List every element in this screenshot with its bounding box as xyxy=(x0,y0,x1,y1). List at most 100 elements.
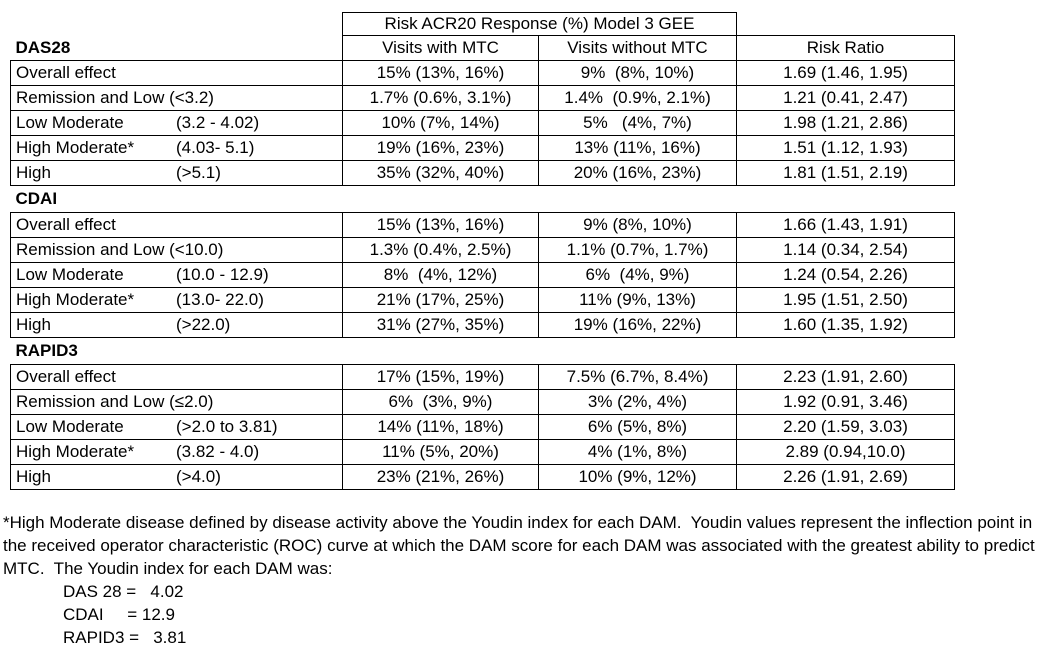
with-mtc-value: 10% (7%, 14%) xyxy=(342,110,539,136)
without-mtc-value: 1.1% (0.7%, 1.7%) xyxy=(538,237,737,263)
row-label: Overall effect xyxy=(16,215,116,234)
table-row: Low Moderate (>2.0 to 3.81) 14% (11%, 18%… xyxy=(10,414,955,440)
row-label: High Moderate* xyxy=(16,442,135,461)
without-mtc-value: 13% (11%, 16%) xyxy=(538,135,737,161)
risk-ratio-value: 1.14 (0.34, 2.54) xyxy=(736,237,955,263)
risk-ratio-value: 1.92 (0.91, 3.46) xyxy=(736,389,955,415)
risk-ratio-value: 1.66 (1.43, 1.91) xyxy=(736,212,955,238)
risk-ratio-value: 1.51 (1.12, 1.93) xyxy=(736,135,955,161)
with-mtc-value: 23% (21%, 26%) xyxy=(342,464,539,490)
risk-ratio-value: 1.81 (1.51, 2.19) xyxy=(736,160,955,186)
row-label: Low Moderate xyxy=(16,113,124,132)
with-mtc-value: 8% (4%, 12%) xyxy=(342,262,539,288)
table-row: Remission and Low (≤2.0) 6% (3%, 9%) 3% … xyxy=(10,389,955,415)
blank-cell xyxy=(737,13,955,36)
row-label: Overall effect xyxy=(16,367,116,386)
row-label-cell: Overall effect xyxy=(10,364,343,390)
table-row: High (>4.0) 23% (21%, 26%) 10% (9%, 12%) … xyxy=(10,464,955,490)
row-label: High Moderate* xyxy=(16,290,135,309)
with-mtc-value: 1.3% (0.4%, 2.5%) xyxy=(342,237,539,263)
without-mtc-value: 1.4% (0.9%, 2.1%) xyxy=(538,85,737,111)
row-range: (4.03- 5.1) xyxy=(176,138,255,157)
without-mtc-value: 10% (9%, 12%) xyxy=(538,464,737,490)
col-header-visits-without-mtc: Visits without MTC xyxy=(538,35,737,61)
risk-ratio-value: 1.60 (1.35, 1.92) xyxy=(736,312,955,338)
section-label-cdai: CDAI xyxy=(10,185,955,213)
table-row: High Moderate* (4.03- 5.1) 19% (16%, 23%)… xyxy=(10,135,955,161)
risk-ratio-value: 2.23 (1.91, 2.60) xyxy=(736,364,955,390)
risk-ratio-value: 1.21 (0.41, 2.47) xyxy=(736,85,955,111)
with-mtc-value: 11% (5%, 20%) xyxy=(342,439,539,465)
col-header-visits-with-mtc: Visits with MTC xyxy=(342,35,539,61)
without-mtc-value: 6% (5%, 8%) xyxy=(538,414,737,440)
row-range: (>22.0) xyxy=(176,315,231,334)
row-label: Remission and Low (≤2.0) xyxy=(16,392,214,411)
row-range: (>4.0) xyxy=(176,467,221,486)
without-mtc-value: 5% (4%, 7%) xyxy=(538,110,737,136)
without-mtc-value: 3% (2%, 4%) xyxy=(538,389,737,415)
row-label-cell: High (>4.0) xyxy=(10,464,343,490)
row-label-cell: High Moderate* (3.82 - 4.0) xyxy=(10,439,343,465)
row-label-cell: High Moderate* (13.0- 22.0) xyxy=(10,287,343,313)
row-label-cell: Low Moderate (>2.0 to 3.81) xyxy=(10,414,343,440)
without-mtc-value: 4% (1%, 8%) xyxy=(538,439,737,465)
table-row: Overall effect 15% (13%, 16%) 9% (8%, 10… xyxy=(10,212,955,238)
footnote: *High Moderate disease defined by diseas… xyxy=(0,511,1038,645)
table-row: Overall effect 17% (15%, 19%) 7.5% (6.7%… xyxy=(10,364,955,390)
youdin-value-cdai: CDAI = 12.9 xyxy=(63,605,175,624)
with-mtc-value: 1.7% (0.6%, 3.1%) xyxy=(342,85,539,111)
row-range: (13.0- 22.0) xyxy=(176,290,264,309)
acr20-response-table: Risk ACR20 Response (%) Model 3 GEE DAS2… xyxy=(10,12,955,490)
col-header-risk-ratio: Risk Ratio xyxy=(736,35,955,61)
table-row: Overall effect 15% (13%, 16%) 9% (8%, 10… xyxy=(10,60,955,86)
with-mtc-value: 15% (13%, 16%) xyxy=(342,60,539,86)
row-label-cell: Remission and Low (<10.0) xyxy=(10,237,343,263)
row-label: Remission and Low (<3.2) xyxy=(16,88,214,107)
without-mtc-value: 19% (16%, 22%) xyxy=(538,312,737,338)
without-mtc-value: 11% (9%, 13%) xyxy=(538,287,737,313)
row-label-cell: Low Moderate (3.2 - 4.02) xyxy=(10,110,343,136)
with-mtc-value: 35% (32%, 40%) xyxy=(342,160,539,186)
risk-ratio-value: 1.98 (1.21, 2.86) xyxy=(736,110,955,136)
table-row-section-rapid3: RAPID3 xyxy=(10,337,955,365)
section-label-rapid3: RAPID3 xyxy=(10,337,955,365)
row-label: High Moderate* xyxy=(16,138,135,157)
with-mtc-value: 15% (13%, 16%) xyxy=(342,212,539,238)
row-range: (>5.1) xyxy=(176,163,221,182)
table-row-top-header: Risk ACR20 Response (%) Model 3 GEE xyxy=(11,12,955,36)
row-range: (>2.0 to 3.81) xyxy=(176,417,278,436)
blank-cell xyxy=(11,13,343,36)
row-label: Low Moderate xyxy=(16,265,124,284)
footnote-paragraph: *High Moderate disease defined by diseas… xyxy=(3,513,1035,578)
with-mtc-value: 21% (17%, 25%) xyxy=(342,287,539,313)
without-mtc-value: 6% (4%, 9%) xyxy=(538,262,737,288)
with-mtc-value: 17% (15%, 19%) xyxy=(342,364,539,390)
with-mtc-value: 6% (3%, 9%) xyxy=(342,389,539,415)
risk-ratio-value: 1.95 (1.51, 2.50) xyxy=(736,287,955,313)
table-row: High Moderate* (3.82 - 4.0) 11% (5%, 20%)… xyxy=(10,439,955,465)
risk-ratio-value: 2.20 (1.59, 3.03) xyxy=(736,414,955,440)
row-label-cell: Low Moderate (10.0 - 12.9) xyxy=(10,262,343,288)
with-mtc-value: 31% (27%, 35%) xyxy=(342,312,539,338)
section-label-das28: DAS28 xyxy=(10,35,343,61)
row-range: (3.82 - 4.0) xyxy=(176,442,260,461)
table-row: High (>5.1) 35% (32%, 40%) 20% (16%, 23%)… xyxy=(10,160,955,186)
youdin-value-das28: DAS 28 = 4.02 xyxy=(63,582,184,601)
row-label-cell: Remission and Low (≤2.0) xyxy=(10,389,343,415)
risk-ratio-value: 1.69 (1.46, 1.95) xyxy=(736,60,955,86)
with-mtc-value: 19% (16%, 23%) xyxy=(342,135,539,161)
risk-ratio-value: 2.89 (0.94,10.0) xyxy=(736,439,955,465)
row-label-cell: High (>5.1) xyxy=(10,160,343,186)
row-label-cell: High (>22.0) xyxy=(10,312,343,338)
youdin-value-rapid3: RAPID3 = 3.81 xyxy=(63,628,187,645)
risk-ratio-value: 2.26 (1.91, 2.69) xyxy=(736,464,955,490)
row-label: Remission and Low (<10.0) xyxy=(16,240,224,259)
row-label: High xyxy=(16,467,51,486)
with-mtc-value: 14% (11%, 18%) xyxy=(342,414,539,440)
table-row-section-cdai: CDAI xyxy=(10,185,955,213)
table-row: Remission and Low (<3.2) 1.7% (0.6%, 3.1… xyxy=(10,85,955,111)
table-row: High Moderate* (13.0- 22.0) 21% (17%, 25%… xyxy=(10,287,955,313)
row-label-cell: Remission and Low (<3.2) xyxy=(10,85,343,111)
table-row: Low Moderate (10.0 - 12.9) 8% (4%, 12%) 6… xyxy=(10,262,955,288)
